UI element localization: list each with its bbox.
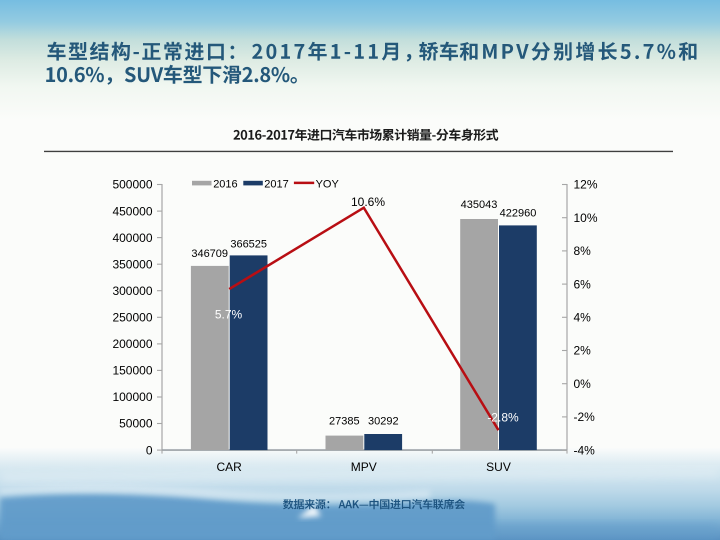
svg-text:100000: 100000 <box>112 390 152 404</box>
svg-text:150000: 150000 <box>112 364 152 378</box>
svg-text:50000: 50000 <box>119 417 153 431</box>
svg-text:6%: 6% <box>574 277 592 291</box>
svg-text:-2.8%: -2.8% <box>487 410 519 424</box>
svg-text:YOY: YOY <box>316 178 340 190</box>
svg-text:10%: 10% <box>574 211 598 225</box>
svg-text:4%: 4% <box>574 311 592 325</box>
svg-text:500000: 500000 <box>112 178 152 192</box>
svg-text:400000: 400000 <box>112 231 152 245</box>
svg-text:300000: 300000 <box>112 284 152 298</box>
svg-text:250000: 250000 <box>112 311 152 325</box>
svg-text:5.7%: 5.7% <box>215 307 243 321</box>
svg-text:0%: 0% <box>574 377 592 391</box>
svg-text:350000: 350000 <box>112 257 152 271</box>
svg-text:8%: 8% <box>574 244 592 258</box>
svg-text:435043: 435043 <box>461 199 498 211</box>
svg-text:366525: 366525 <box>230 239 267 251</box>
svg-text:2%: 2% <box>574 344 592 358</box>
svg-text:450000: 450000 <box>112 204 152 218</box>
svg-text:MPV: MPV <box>351 460 377 474</box>
svg-text:SUV: SUV <box>486 460 511 474</box>
svg-text:422960: 422960 <box>500 208 537 220</box>
svg-text:-4%: -4% <box>574 443 596 457</box>
svg-text:2016: 2016 <box>213 178 237 190</box>
svg-text:10.6%: 10.6% <box>351 195 385 209</box>
svg-text:346709: 346709 <box>191 248 228 260</box>
svg-text:12%: 12% <box>574 178 598 192</box>
svg-text:0: 0 <box>146 443 153 457</box>
svg-text:2017: 2017 <box>264 178 288 190</box>
svg-text:CAR: CAR <box>217 460 243 474</box>
svg-text:200000: 200000 <box>112 337 152 351</box>
svg-text:-2%: -2% <box>574 410 596 424</box>
svg-text:27385: 27385 <box>329 416 360 428</box>
svg-text:30292: 30292 <box>368 416 399 428</box>
